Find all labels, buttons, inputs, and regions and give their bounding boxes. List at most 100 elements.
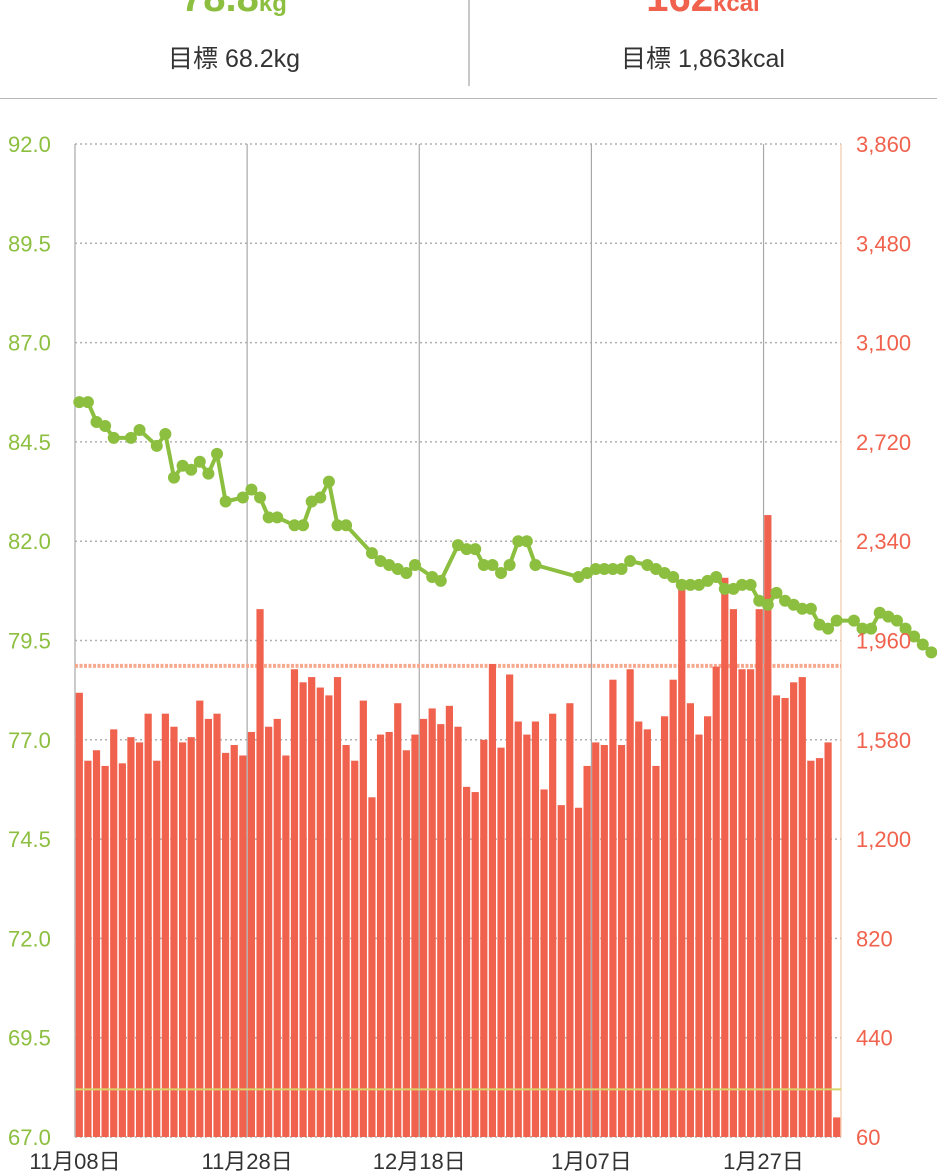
weight-point [340, 519, 353, 532]
calorie-bar [402, 750, 410, 1137]
weight-point [271, 511, 284, 524]
weight-point [185, 463, 198, 476]
weight-point [529, 559, 542, 572]
y-left-tick-label: 74.5 [8, 827, 51, 852]
calorie-bar [497, 747, 505, 1137]
calorie-bar [781, 697, 789, 1137]
calorie-bar [652, 765, 660, 1137]
calorie-bar [256, 609, 264, 1137]
calorie-bar [376, 734, 385, 1137]
calorie-bar [308, 677, 316, 1137]
calorie-bar [566, 703, 574, 1137]
weight-point [822, 622, 835, 635]
weight-point [133, 423, 146, 436]
weight-point [331, 519, 344, 532]
calorie-bar [144, 713, 152, 1137]
header-divider [468, 0, 470, 86]
calorie-bar [506, 674, 514, 1137]
y-left-tick-label: 77.0 [8, 728, 51, 753]
calorie-bar [290, 669, 299, 1137]
weight-point [469, 543, 482, 556]
calorie-bars [75, 515, 841, 1137]
current-weight-unit: kg [258, 0, 287, 17]
y-right-tick-label: 1,200 [856, 827, 911, 852]
calorie-bar [523, 734, 531, 1137]
weight-point [770, 586, 783, 599]
calorie-bar [729, 609, 738, 1137]
calorie-bar [299, 682, 307, 1137]
weight-point [99, 420, 112, 433]
calorie-bar [333, 677, 342, 1137]
weight-goal: 目標 68.2kg [0, 47, 468, 72]
weight-point [124, 431, 137, 444]
calorie-bar [514, 721, 522, 1137]
calorie-bar [445, 705, 453, 1137]
calorie-bar [747, 669, 755, 1137]
weight-point [667, 570, 680, 583]
calorie-bar [127, 737, 135, 1137]
y-right-tick-label: 60 [856, 1125, 880, 1150]
y-right-tick-label: 820 [856, 926, 893, 951]
weight-point [159, 427, 172, 440]
weight-point [477, 559, 490, 572]
calorie-bar [101, 765, 109, 1137]
weight-point [236, 491, 249, 504]
calorie-bar [204, 718, 213, 1137]
weight-point [830, 614, 843, 627]
weight-point [150, 439, 163, 452]
weight-point [865, 622, 878, 635]
current-calories-unit: kcal [713, 0, 760, 17]
calorie-bar [411, 734, 419, 1137]
weight-point [710, 570, 723, 583]
weight-point [288, 519, 301, 532]
calorie-bar [342, 745, 350, 1137]
weight-point [262, 511, 275, 524]
calorie-bar [153, 760, 161, 1137]
y-left-tick-label: 72.0 [8, 926, 51, 951]
weight-point [73, 396, 86, 409]
x-tick-label: 12月18日 [373, 1149, 466, 1171]
weight-point [486, 559, 499, 572]
y-left-tick-label: 92.0 [8, 132, 51, 157]
current-weight-value: 78.8 [181, 0, 259, 20]
weight-point [736, 578, 749, 591]
calorie-bar [75, 692, 83, 1137]
weight-point [245, 483, 258, 496]
calorie-bar [161, 713, 169, 1137]
weight-point [890, 614, 903, 627]
y-right-tick-label: 2,720 [856, 430, 911, 455]
calorie-bar [824, 742, 832, 1137]
calorie-bar [609, 679, 617, 1137]
calorie-bar [798, 677, 806, 1137]
y-left-tick-label: 89.5 [8, 231, 51, 256]
x-tick-label: 1月07日 [551, 1149, 632, 1171]
weight-point [167, 471, 180, 484]
weight-point [589, 563, 602, 576]
weight-point [847, 614, 860, 627]
calorie-bar [239, 755, 247, 1137]
calorie-bar [738, 669, 746, 1137]
weight-point [598, 563, 611, 576]
weight-point [254, 491, 267, 504]
calorie-bar [764, 515, 772, 1137]
weight-point [503, 559, 516, 572]
weight-point [744, 578, 757, 591]
calorie-bar [480, 739, 488, 1137]
y-right-tick-label: 1,580 [856, 728, 911, 753]
y-right-tick-label: 3,480 [856, 231, 911, 256]
weight-point [460, 543, 473, 556]
weight-point [520, 535, 533, 548]
calorie-bar [247, 731, 256, 1137]
calorie-bar [557, 805, 565, 1137]
weight-point [322, 475, 335, 488]
calorie-bar [213, 713, 221, 1137]
y-left-tick-label: 87.0 [8, 331, 51, 356]
x-tick-label: 11月28日 [201, 1149, 292, 1171]
y-left-tick-label: 67.0 [8, 1125, 51, 1150]
current-calories: 162kcal [469, 0, 937, 18]
calorie-bar [170, 726, 178, 1137]
y-left-tick-label: 79.5 [8, 629, 51, 654]
calorie-bar [678, 588, 686, 1137]
y-right-tick-label: 2,340 [856, 529, 911, 554]
calorie-bar [617, 745, 626, 1137]
